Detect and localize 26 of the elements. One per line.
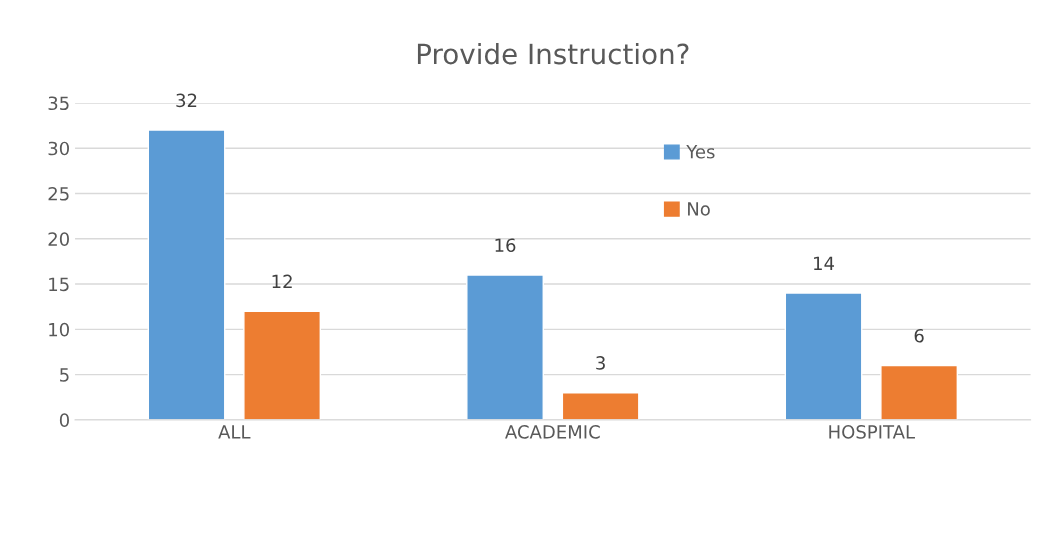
bar	[561, 392, 640, 420]
y-tick-label: 30	[48, 141, 69, 156]
data-label: 16	[495, 238, 516, 253]
x-tick-label: HOSPITAL	[829, 425, 915, 439]
bar	[880, 364, 959, 420]
y-tick-label: 0	[59, 413, 69, 427]
data-label: 3	[596, 356, 605, 370]
bar	[466, 274, 544, 420]
y-tick-label: 10	[49, 322, 69, 337]
data-label: 12	[272, 274, 292, 289]
bar	[243, 310, 321, 420]
x-tick-label: ACADEMIC	[505, 425, 600, 439]
bar	[784, 292, 863, 420]
chart-title: Provide Instruction?	[417, 42, 689, 65]
y-tick-label: 15	[49, 277, 69, 292]
x-tick-label: ALL	[218, 425, 251, 439]
legend-label: No	[688, 202, 710, 216]
data-label: 14	[814, 256, 835, 270]
y-tick-label: 5	[60, 368, 69, 382]
y-tick-label: 35	[48, 96, 69, 111]
y-tick-label: 20	[48, 232, 69, 246]
data-label: 6	[914, 328, 924, 343]
data-label: 32	[176, 93, 197, 108]
legend-label: Yes	[686, 145, 715, 159]
y-tick-label: 25	[48, 186, 69, 201]
bar	[147, 129, 226, 420]
